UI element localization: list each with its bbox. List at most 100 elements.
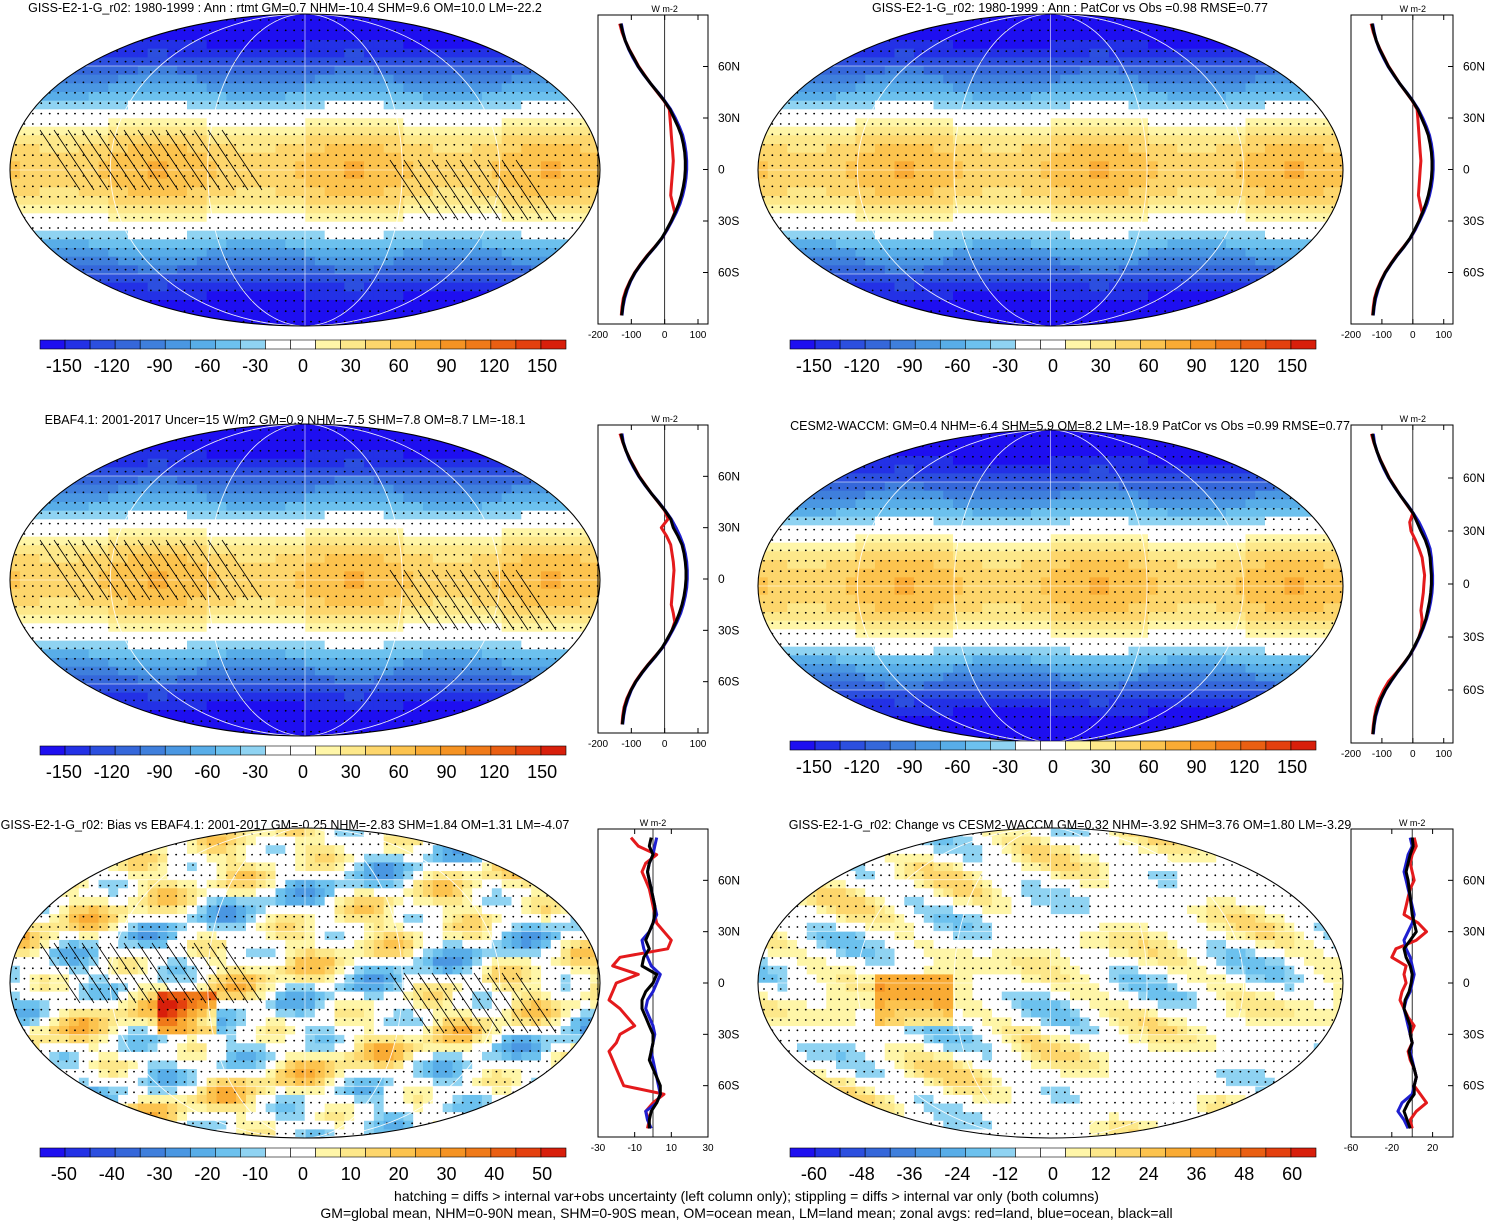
zonal-x-label: -10 (627, 1143, 642, 1154)
colorbar-swatch (1091, 1148, 1116, 1157)
zonal-unit: W m-2 (1400, 414, 1427, 424)
colorbar-swatch (915, 1148, 940, 1157)
colorbar-tick-label: -120 (844, 356, 880, 376)
colorbar-swatch (1291, 741, 1316, 750)
zonal-lat-label: 30N (718, 521, 740, 535)
zonal-unit: W m-2 (1400, 4, 1427, 14)
colorbar-swatch (491, 340, 516, 349)
colorbar-swatch (1291, 340, 1316, 349)
colorbar-swatch (516, 1148, 541, 1157)
colorbar-swatch (1266, 340, 1291, 349)
colorbar-swatch (1291, 1148, 1316, 1157)
colorbar-swatch (215, 340, 240, 349)
colorbar-swatch (1015, 340, 1040, 349)
colorbar-tick-label: -24 (944, 1164, 970, 1184)
colorbar-tick-label: -12 (992, 1164, 1018, 1184)
zonal-lat-label: 30N (1463, 524, 1485, 538)
colorbar-swatch (1216, 340, 1241, 349)
map-field (10, 828, 601, 1139)
zonal-lat-label: 30S (1463, 1027, 1484, 1041)
colorbar-tick-label: 0 (1048, 1164, 1058, 1184)
zonal-x-label: -100 (1372, 749, 1392, 760)
zonal-lat-label: 30N (1463, 925, 1485, 939)
colorbar-swatch (466, 1148, 491, 1157)
zonal-land-line (620, 24, 675, 316)
zonal-x-label: -100 (621, 330, 641, 341)
zonal-lat-label: 60N (718, 873, 740, 887)
colorbar-swatch (1266, 1148, 1291, 1157)
colorbar-swatch (140, 1148, 165, 1157)
colorbar-tick-label: 30 (436, 1164, 456, 1184)
panel-6: GISS-E2-1-G_r02: Change vs CESM2-WACCM G… (758, 818, 1485, 1184)
zonal-x-label: -20 (1385, 1143, 1400, 1154)
colorbar-swatch (190, 1148, 215, 1157)
colorbar-tick-label: -30 (242, 762, 268, 782)
colorbar-tick-label: 120 (1229, 757, 1259, 777)
colorbar-swatch (1091, 741, 1116, 750)
colorbar-tick-label: 90 (1186, 757, 1206, 777)
colorbar-swatch (1066, 741, 1091, 750)
zonal-x-label: 20 (1427, 1143, 1439, 1154)
zonal-lat-label: 30S (1463, 630, 1484, 644)
panel-2: GISS-E2-1-G_r02: 1980-1999 : Ann : PatCo… (758, 1, 1485, 376)
colorbar-swatch (65, 746, 90, 755)
colorbar-tick-label: 60 (1139, 757, 1159, 777)
colorbar-swatch (1266, 741, 1291, 750)
zonal-land-line (1371, 24, 1422, 316)
colorbar-tick-label: -36 (897, 1164, 923, 1184)
colorbar-swatch (65, 340, 90, 349)
colorbar-swatch (1166, 340, 1191, 349)
colorbar-tick-label: -90 (147, 356, 173, 376)
zonal-land-line (620, 434, 675, 725)
colorbar-swatch (366, 1148, 391, 1157)
colorbar-tick-label: 0 (298, 1164, 308, 1184)
zonal-lat-label: 0 (718, 163, 725, 177)
colorbar-tick-label: 50 (532, 1164, 552, 1184)
colorbar-swatch (441, 746, 466, 755)
zonal-land-line (609, 838, 671, 1129)
colorbar-swatch (1241, 1148, 1266, 1157)
colorbar-swatch (391, 746, 416, 755)
colorbar-tick-label: -150 (796, 356, 832, 376)
panel-5: GISS-E2-1-G_r02: Bias vs EBAF4.1: 2001-2… (1, 818, 740, 1184)
colorbar-swatch (416, 746, 441, 755)
colorbar-swatch (290, 1148, 315, 1157)
colorbar-swatch (265, 746, 290, 755)
zonal-lat-label: 30S (718, 1027, 739, 1041)
colorbar-swatch (115, 1148, 140, 1157)
map-field (758, 828, 1344, 1139)
colorbar-swatch (965, 1148, 990, 1157)
colorbar-swatch (90, 340, 115, 349)
colorbar-tick-label: 30 (341, 356, 361, 376)
colorbar-swatch (90, 746, 115, 755)
zonal-ocean-line (621, 24, 686, 316)
zonal-x-label: -200 (588, 739, 608, 750)
colorbar-swatch (1191, 741, 1216, 750)
colorbar-swatch (1091, 340, 1116, 349)
colorbar-swatch (890, 1148, 915, 1157)
colorbar-swatch (790, 340, 815, 349)
colorbar-swatch (416, 1148, 441, 1157)
colorbar-tick-label: -30 (992, 356, 1018, 376)
colorbar-swatch (990, 1148, 1015, 1157)
colorbar-swatch (865, 340, 890, 349)
colorbar-swatch (165, 1148, 190, 1157)
zonal-lat-label: 60S (718, 1079, 739, 1093)
colorbar-swatch (190, 746, 215, 755)
zonal-unit: W m-2 (651, 4, 678, 14)
colorbar-swatch (316, 340, 341, 349)
colorbar-swatch (965, 340, 990, 349)
zonal-lat-label: 60S (1463, 1079, 1484, 1093)
zonal-ocean-line (622, 434, 687, 725)
colorbar-tick-label: 30 (341, 762, 361, 782)
colorbar-swatch (915, 340, 940, 349)
colorbar-swatch (165, 340, 190, 349)
colorbar-swatch (890, 741, 915, 750)
colorbar-swatch (1166, 1148, 1191, 1157)
